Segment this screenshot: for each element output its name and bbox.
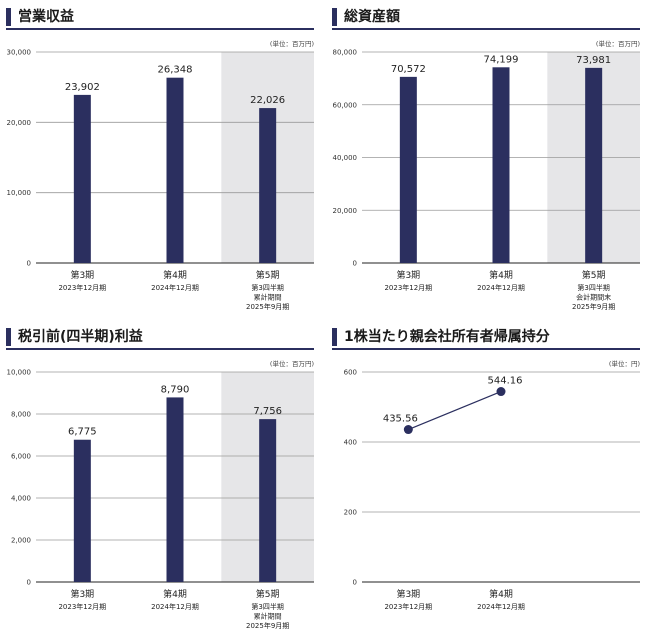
bar [399,76,417,263]
panel-title-bar: 1株当たり親会社所有者帰属持分 [332,326,640,350]
y-tick-label: 80,000 [333,49,358,57]
category-label: 第4期 [489,588,513,600]
category-label: 第4期 [489,269,513,281]
bar-chart-total-assets: (単位：百万円) 0 20,000 40,000 60,000 80,000 70,572 7… [333,39,640,311]
category-sublabel: 2024年12月期 [151,602,199,611]
category-label: 第4期 [163,588,187,600]
data-label: 544.16 [488,376,523,387]
data-label: 7,756 [253,406,282,417]
panel-total-assets: 総資産額 (単位：百万円) 0 20,000 40,000 60,000 80,000 70… [332,6,640,316]
y-tick-label: 400 [344,439,357,447]
title-accent [332,8,337,26]
unit-label: (単位：百万円) [596,39,640,48]
category-label: 第5期 [582,269,606,281]
category-sublabel: 会計期間末 [576,293,611,302]
bar [259,108,277,263]
bar-chart-pretax-profit: (単位：百万円) 0 2,000 4,000 6,000 8,000 10,000 6,775… [7,359,314,630]
data-label: 70,572 [391,64,426,75]
y-tick-label: 10,000 [7,189,32,197]
category-sublabel: 2023年12月期 [58,283,106,292]
category-sublabel: 2024年12月期 [477,283,525,292]
data-label: 23,902 [65,82,100,93]
category-sublabel: 2025年9月期 [246,621,289,630]
y-tick-label: 20,000 [7,119,32,127]
title-accent [332,328,337,346]
data-label: 8,790 [161,384,190,395]
category-label: 第3期 [396,588,420,600]
y-tick-label: 0 [353,260,357,268]
y-tick-label: 200 [344,509,357,517]
data-label: 22,026 [250,95,285,106]
bar [166,77,184,263]
line-chart-equity-per-share: (単位：円) 0 200 400 600 435.56 544.16 第3期 2023年12月期… [344,359,640,611]
title-accent [6,8,11,26]
data-label: 26,348 [158,65,193,76]
category-sublabel: 2023年12月期 [384,602,432,611]
y-tick-label: 0 [353,579,357,587]
category-sublabel: 累計期間 [254,612,282,621]
unit-label: (単位：百万円) [270,39,314,48]
panel-title: 総資産額 [344,9,400,25]
category-label: 第3期 [70,269,94,281]
y-tick-label: 600 [344,369,357,377]
panel-title: 税引前(四半期)利益 [18,329,143,345]
category-sublabel: 累計期間 [254,293,282,302]
y-tick-label: 10,000 [7,369,32,377]
category-label: 第3期 [70,588,94,600]
panel-title: 営業収益 [18,9,74,25]
unit-label: (単位：百万円) [270,359,314,368]
data-point [403,425,413,435]
y-tick-label: 4,000 [11,495,31,503]
data-label: 73,981 [576,55,611,66]
data-label: 435.56 [383,414,418,425]
category-sublabel: 2024年12月期 [477,602,525,611]
category-label: 第4期 [163,269,187,281]
category-sublabel: 第3四半期 [251,283,283,292]
bar [585,67,603,263]
series-line [408,390,502,431]
y-tick-label: 60,000 [333,101,358,109]
panel-title-bar: 総資産額 [332,6,640,30]
category-sublabel: 2024年12月期 [151,283,199,292]
panel-pretax-profit: 税引前(四半期)利益 (単位：百万円) 0 2,000 4,000 6,000 8,000… [6,326,314,632]
category-label: 第5期 [256,588,280,600]
y-tick-label: 6,000 [11,453,31,461]
bar [166,397,184,582]
y-tick-label: 40,000 [333,154,358,162]
bar [492,67,510,263]
y-tick-label: 8,000 [11,411,31,419]
y-tick-label: 0 [27,579,31,587]
title-accent [6,328,11,346]
category-sublabel: 2025年9月期 [572,302,615,311]
panel-title-bar: 営業収益 [6,6,314,30]
data-label: 74,199 [484,54,519,65]
category-sublabel: 2023年12月期 [384,283,432,292]
category-sublabel: 第3四半期 [577,283,609,292]
category-sublabel: 第3四半期 [251,602,283,611]
bar [73,439,91,582]
data-point [496,387,506,397]
panel-operating-revenue: 営業収益 (単位：百万円) 0 10,000 20,000 30,000 23,902 26… [6,6,314,316]
bar [259,419,277,582]
panel-title-bar: 税引前(四半期)利益 [6,326,314,350]
bar-chart-operating-revenue: (単位：百万円) 0 10,000 20,000 30,000 23,902 26,348 2… [7,39,314,311]
data-label: 6,775 [68,427,97,438]
panel-equity-per-share: 1株当たり親会社所有者帰属持分 (単位：円) 0 200 400 600 435.56 54… [332,326,640,632]
y-tick-label: 20,000 [333,207,358,215]
bar [73,94,91,263]
category-sublabel: 2023年12月期 [58,602,106,611]
panel-title: 1株当たり親会社所有者帰属持分 [344,329,550,345]
y-tick-label: 30,000 [7,49,32,57]
y-tick-label: 0 [27,260,31,268]
y-tick-label: 2,000 [11,537,31,545]
category-sublabel: 2025年9月期 [246,302,289,311]
category-label: 第3期 [396,269,420,281]
unit-label: (単位：円) [609,359,640,368]
category-label: 第5期 [256,269,280,281]
